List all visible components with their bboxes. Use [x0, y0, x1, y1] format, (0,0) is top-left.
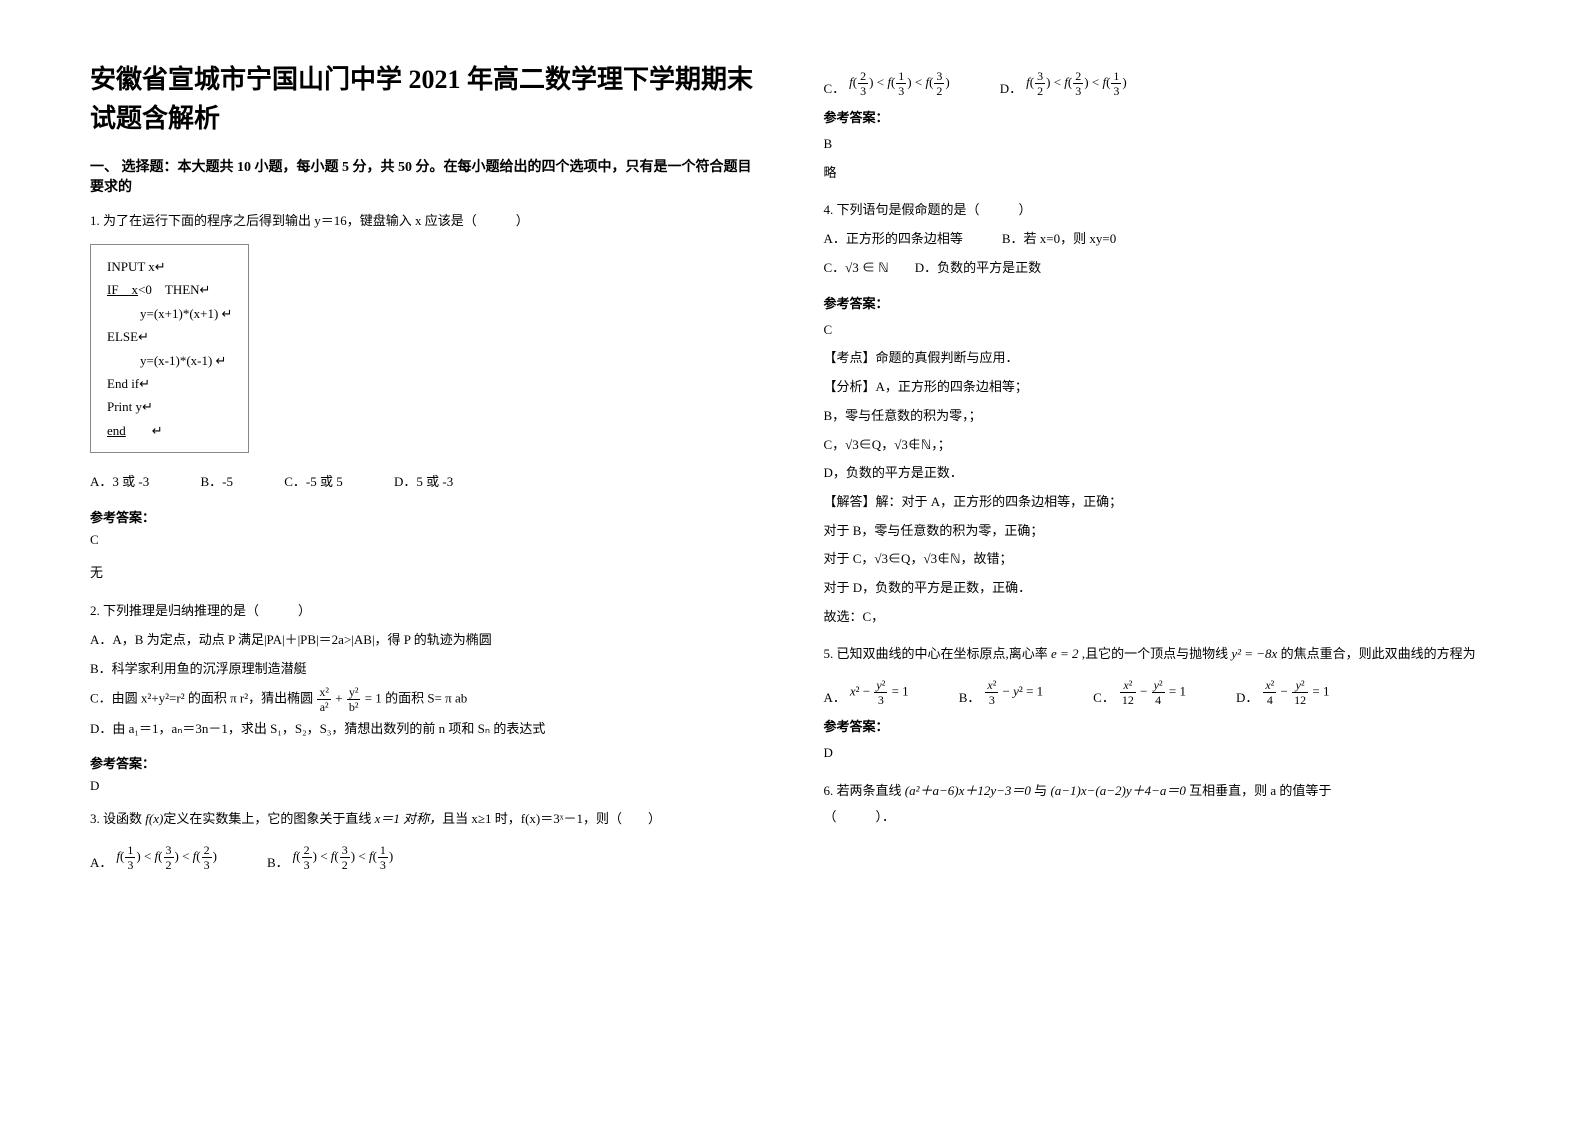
code-line: ELSE↵: [107, 325, 232, 348]
q1-options: A．3 或 -3 B．-5 C．-5 或 5 D．5 或 -3: [90, 469, 764, 495]
q2-stem: 2. 下列推理是归纳推理的是（ ）: [90, 598, 764, 624]
q4-opt-row2: C．√3 ∈ ℕ D．负数的平方是正数: [824, 256, 1498, 281]
code-line: end ↵: [107, 419, 232, 442]
question-4: 4. 下列语句是假命题的是（ ） A．正方形的四条边相等 B．若 x=0，则 x…: [824, 197, 1498, 280]
code-line: INPUT x↵: [107, 255, 232, 278]
opt-d: D．5 或 -3: [394, 474, 477, 489]
code-line: IF x<0 THEN↵: [107, 278, 232, 301]
q3-opt-d: D． f(32) < f(23) < f(13): [1000, 70, 1127, 97]
fraction: y²b²: [347, 686, 361, 713]
code-line: y=(x-1)*(x-1) ↵: [107, 349, 232, 372]
q4-note: C，√3∈Q，√3∉ℕ，；: [824, 433, 1498, 458]
q5-opt-d: D．x²4 − y²12 = 1: [1236, 679, 1330, 706]
q3-options-row1: A． f(13) < f(32) < f(23) B． f(23) < f(32…: [90, 844, 764, 871]
q3-answer-label: 参考答案：: [824, 107, 1498, 126]
q3-options-row2: C． f(23) < f(13) < f(32) D． f(32) < f(23…: [824, 70, 1498, 97]
fraction: x²a²: [317, 686, 331, 713]
q1-stem: 1. 为了在运行下面的程序之后得到输出 y＝16，键盘输入 x 应该是（ ）: [90, 208, 764, 234]
q2-opt-a: A．A，B 为定点，动点 P 满足|PA|＋|PB|＝2a>|AB|，得 P 的…: [90, 628, 764, 653]
q2-opt-c: C．由圆 x²+y²=r² 的面积 π r²，猜出椭圆 x²a² + y²b² …: [90, 686, 764, 713]
code-line: y=(x+1)*(x+1) ↵: [107, 302, 232, 325]
q4-stem: 4. 下列语句是假命题的是（ ）: [824, 197, 1498, 223]
q5-opt-a: A．x² − y²3 = 1: [824, 679, 909, 706]
q3-extra: 略: [824, 161, 1498, 186]
q4-note: 【解答】解：对于 A，正方形的四条边相等，正确；: [824, 490, 1498, 515]
page: 安徽省宣城市宁国山门中学 2021 年高二数学理下学期期末试题含解析 一、 选择…: [0, 0, 1587, 941]
question-2: 2. 下列推理是归纳推理的是（ ） A．A，B 为定点，动点 P 满足|PA|＋…: [90, 598, 764, 741]
q1-codebox: INPUT x↵ IF x<0 THEN↵ y=(x+1)*(x+1) ↵ EL…: [90, 244, 249, 453]
q4-note: D，负数的平方是正数．: [824, 461, 1498, 486]
q2-answer: D: [90, 778, 764, 794]
q4-note: 对于 D，负数的平方是正数，正确．: [824, 576, 1498, 601]
q4-notes: 【考点】命题的真假判断与应用． 【分析】A，正方形的四条边相等； B，零与任意数…: [824, 346, 1498, 629]
code-line: Print y↵: [107, 395, 232, 418]
q3-opt-b: B． f(23) < f(32) < f(13): [267, 844, 393, 871]
right-column: C． f(23) < f(13) < f(32) D． f(32) < f(23…: [824, 60, 1498, 881]
question-1: 1. 为了在运行下面的程序之后得到输出 y＝16，键盘输入 x 应该是（ ） I…: [90, 208, 764, 495]
q5-answer-label: 参考答案：: [824, 716, 1498, 735]
q2-answer-label: 参考答案：: [90, 753, 764, 772]
q5-opt-c: C．x²12 − y²4 = 1: [1093, 679, 1186, 706]
q4-note: 对于 C，√3∈Q，√3∉ℕ，故错；: [824, 547, 1498, 572]
left-column: 安徽省宣城市宁国山门中学 2021 年高二数学理下学期期末试题含解析 一、 选择…: [90, 60, 764, 881]
q3-answer: B: [824, 132, 1498, 157]
opt-c: C．-5 或 5: [284, 474, 367, 489]
opt-a: A．3 或 -3: [90, 474, 173, 489]
q1-answer-label: 参考答案：: [90, 507, 764, 526]
q4-note: 对于 B，零与任意数的积为零，正确；: [824, 519, 1498, 544]
q1-answer: C: [90, 532, 764, 548]
q4-note: 【分析】A，正方形的四条边相等；: [824, 375, 1498, 400]
q2-opt-b: B．科学家利用鱼的沉浮原理制造潜艇: [90, 657, 764, 682]
section-1-head: 一、 选择题：本大题共 10 小题，每小题 5 分，共 50 分。在每小题给出的…: [90, 156, 764, 196]
q3-opt-a: A． f(13) < f(32) < f(23): [90, 844, 217, 871]
q4-answer-label: 参考答案：: [824, 293, 1498, 312]
question-3: 3. 设函数 f(x)定义在实数集上，它的图象关于直线 x＝1 对称，且当 x≥…: [90, 806, 764, 832]
q5-options: A．x² − y²3 = 1 B．x²3 − y² = 1 C．x²12 − y…: [824, 679, 1498, 706]
question-6: 6. 若两条直线 (a²＋a−6)x＋12y−3＝0 与 (a−1)x−(a−2…: [824, 778, 1498, 830]
q2-opt-d: D．由 a₁＝1，aₙ＝3n－1，求出 S₁，S₂，S₃，猜想出数列的前 n 项…: [90, 717, 764, 742]
q1-extra: 无: [90, 560, 764, 586]
doc-title: 安徽省宣城市宁国山门中学 2021 年高二数学理下学期期末试题含解析: [90, 60, 764, 138]
q3-opt-c: C． f(23) < f(13) < f(32): [824, 70, 950, 97]
question-5: 5. 已知双曲线的中心在坐标原点,离心率 e = 2 ,且它的一个顶点与抛物线 …: [824, 641, 1498, 667]
opt-b: B．-5: [200, 474, 257, 489]
q4-answer: C: [824, 318, 1498, 343]
q4-note: 【考点】命题的真假判断与应用．: [824, 346, 1498, 371]
q5-answer: D: [824, 741, 1498, 766]
q5-opt-b: B．x²3 − y² = 1: [959, 679, 1043, 706]
q6-tail: （ ）．: [824, 804, 1498, 830]
q4-note: 故选：C，: [824, 605, 1498, 630]
q4-note: B，零与任意数的积为零，；: [824, 404, 1498, 429]
code-line: End if↵: [107, 372, 232, 395]
q4-opt-row1: A．正方形的四条边相等 B．若 x=0，则 xy=0: [824, 227, 1498, 252]
